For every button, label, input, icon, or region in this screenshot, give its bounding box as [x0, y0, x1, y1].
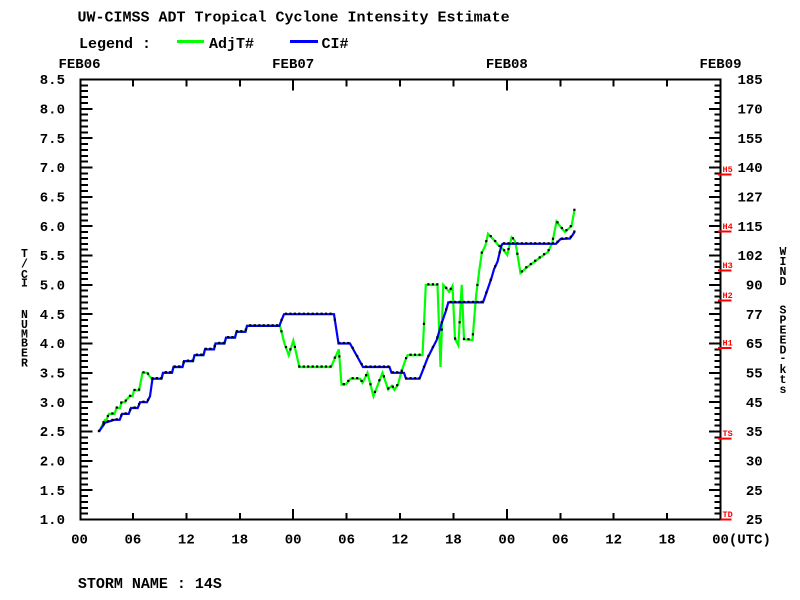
svg-text:H5: H5: [723, 165, 733, 175]
svg-text:8.5: 8.5: [40, 73, 65, 89]
svg-text:3.0: 3.0: [40, 396, 65, 412]
svg-text:140: 140: [737, 161, 762, 177]
svg-text:FEB06: FEB06: [58, 57, 100, 73]
svg-text:s: s: [780, 384, 787, 397]
svg-text:H2: H2: [723, 291, 733, 301]
svg-text:-: -: [780, 353, 787, 366]
svg-text:8.0: 8.0: [40, 102, 65, 118]
svg-text:TD: TD: [723, 510, 733, 520]
svg-text:00: 00: [498, 533, 515, 549]
svg-text:55: 55: [746, 366, 763, 382]
svg-text:M: M: [21, 328, 28, 341]
svg-text:E: E: [780, 325, 787, 338]
svg-text:U: U: [21, 319, 28, 332]
svg-text:18: 18: [231, 533, 248, 549]
svg-text:1.0: 1.0: [40, 513, 65, 529]
svg-text:4.0: 4.0: [40, 337, 65, 353]
svg-text:Legend :: Legend :: [79, 36, 151, 53]
svg-text:35: 35: [746, 425, 763, 441]
svg-text:2.0: 2.0: [40, 454, 65, 470]
svg-text:H4: H4: [723, 222, 733, 232]
svg-text:00(UTC): 00(UTC): [712, 533, 771, 549]
svg-text:06: 06: [125, 533, 142, 549]
svg-text:12: 12: [605, 533, 622, 549]
svg-text:t: t: [780, 374, 787, 387]
svg-text:6.5: 6.5: [40, 190, 65, 206]
svg-text:FEB07: FEB07: [272, 57, 314, 73]
svg-text:TS: TS: [723, 429, 733, 439]
svg-text:06: 06: [338, 533, 355, 549]
svg-text:STORM NAME : 14S: STORM NAME : 14S: [78, 576, 222, 593]
svg-text:102: 102: [737, 249, 762, 265]
svg-text:CI#: CI#: [322, 36, 349, 53]
svg-text:FEB09: FEB09: [699, 57, 741, 73]
svg-text:77: 77: [746, 308, 763, 324]
svg-text:5.5: 5.5: [40, 249, 65, 265]
svg-text:45: 45: [746, 396, 763, 412]
svg-text:D: D: [780, 345, 787, 358]
svg-text:5.0: 5.0: [40, 278, 65, 294]
svg-text:k: k: [780, 364, 787, 377]
svg-text:H1: H1: [723, 339, 733, 349]
svg-text:25: 25: [746, 513, 763, 529]
svg-text:P: P: [780, 315, 787, 328]
svg-text:18: 18: [659, 533, 676, 549]
svg-text:12: 12: [178, 533, 195, 549]
svg-text:00: 00: [71, 533, 88, 549]
svg-text:H3: H3: [723, 261, 733, 271]
svg-text:115: 115: [737, 220, 762, 236]
svg-text:FEB08: FEB08: [486, 57, 528, 73]
svg-text:N: N: [780, 266, 787, 279]
svg-text:N: N: [21, 309, 28, 322]
svg-text:06: 06: [552, 533, 569, 549]
svg-text:185: 185: [737, 73, 762, 89]
svg-text:W: W: [780, 246, 787, 259]
svg-text:90: 90: [746, 278, 763, 294]
svg-text:7.0: 7.0: [40, 161, 65, 177]
svg-text:E: E: [21, 348, 28, 361]
svg-text:S: S: [780, 305, 787, 318]
svg-text:T: T: [21, 248, 28, 261]
svg-text:R: R: [21, 357, 28, 370]
svg-text:3.5: 3.5: [40, 366, 65, 382]
svg-text:155: 155: [737, 132, 762, 148]
svg-text:I: I: [21, 278, 28, 291]
svg-text:65: 65: [746, 337, 763, 353]
svg-text:127: 127: [737, 190, 762, 206]
svg-text:UW-CIMSS ADT Tropical Cyclone: UW-CIMSS ADT Tropical Cyclone Intensity …: [78, 10, 510, 27]
svg-text:D: D: [780, 276, 787, 289]
svg-text:I: I: [780, 256, 787, 269]
svg-text:170: 170: [737, 102, 762, 118]
svg-text:18: 18: [445, 533, 462, 549]
svg-text:00: 00: [285, 533, 302, 549]
svg-text:E: E: [780, 335, 787, 348]
svg-text:/: /: [21, 259, 28, 272]
svg-text:B: B: [21, 338, 28, 351]
svg-text:C: C: [21, 269, 28, 282]
svg-text:7.5: 7.5: [40, 132, 65, 148]
svg-text:1.5: 1.5: [40, 484, 65, 500]
svg-text:12: 12: [392, 533, 409, 549]
svg-text:30: 30: [746, 454, 763, 470]
svg-text:AdjT#: AdjT#: [209, 36, 254, 53]
svg-text:4.5: 4.5: [40, 308, 65, 324]
svg-text:25: 25: [746, 484, 763, 500]
svg-text:6.0: 6.0: [40, 220, 65, 236]
svg-text:2.5: 2.5: [40, 425, 65, 441]
